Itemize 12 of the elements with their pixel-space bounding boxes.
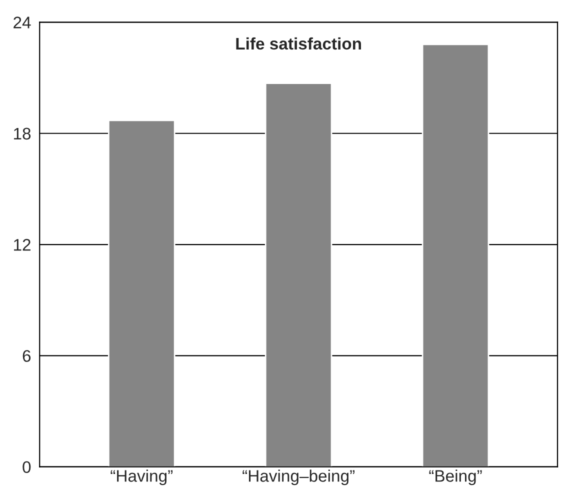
y-tick-label: 0 — [22, 461, 31, 474]
bar — [422, 44, 490, 467]
y-tick-label: 6 — [22, 350, 31, 362]
text: Life satisfaction — [236, 37, 361, 50]
x-tick-label: “Having” — [110, 470, 173, 486]
y-tick-label: 18 — [14, 128, 31, 140]
bar — [264, 82, 332, 467]
bar — [108, 120, 176, 467]
x-tick-label: “Having–being” — [242, 470, 354, 486]
y-tick-label: 12 — [14, 238, 30, 251]
x-tick-label: “Being” — [429, 470, 482, 486]
y-tick-label: 24 — [14, 16, 31, 28]
